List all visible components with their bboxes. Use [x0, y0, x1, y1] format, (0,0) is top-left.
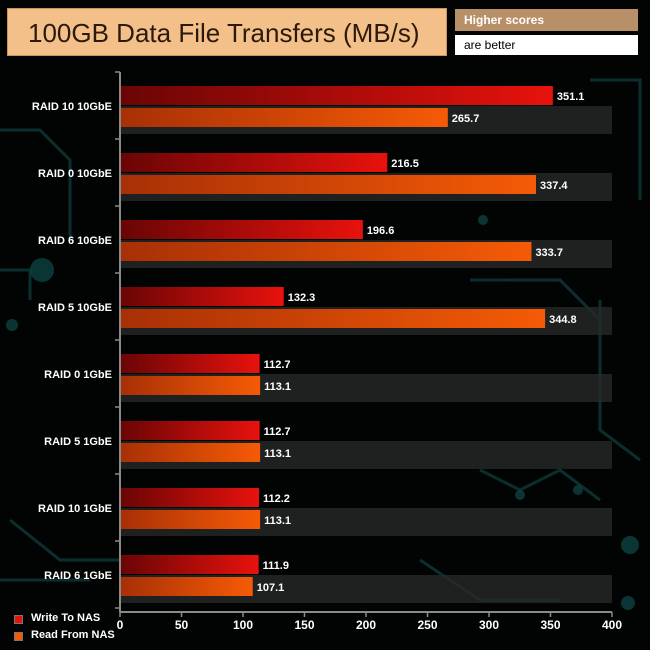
bar-read: [121, 309, 546, 328]
bar-read: [121, 443, 261, 462]
chart-title: 100GB Data File Transfers (MB/s): [28, 18, 420, 48]
category-label: RAID 10 10GbE: [32, 101, 112, 113]
data-label-write: 112.2: [263, 493, 290, 505]
legend-label-read: Read From NAS: [31, 629, 115, 641]
x-tick-label: 350: [540, 618, 560, 632]
data-label-read: 113.1: [264, 515, 291, 527]
data-label-write: 216.5: [391, 158, 419, 170]
bar-read: [121, 242, 532, 261]
data-label-write: 196.6: [367, 225, 395, 237]
data-label-read: 344.8: [549, 314, 577, 326]
data-label-read: 265.7: [452, 113, 480, 125]
category-label: RAID 5 1GbE: [44, 436, 112, 448]
bar-read: [121, 108, 448, 127]
bar-write: [121, 421, 260, 440]
note-are-better: are better: [455, 35, 638, 55]
x-tick-label: 50: [175, 618, 189, 632]
category-label: RAID 5 10GbE: [38, 302, 112, 314]
data-label-read: 113.1: [264, 448, 291, 460]
data-label-read: 337.4: [540, 180, 568, 192]
category-label: RAID 6 10GbE: [38, 235, 112, 247]
title-banner: 100GB Data File Transfers (MB/s): [7, 8, 447, 56]
legend-swatch-write: [14, 615, 23, 624]
data-label-write: 351.1: [557, 91, 585, 103]
axes: [115, 71, 613, 617]
category-label: RAID 6 1GbE: [44, 570, 112, 582]
legend-swatch-read: [14, 632, 23, 641]
category-label: RAID 0 1GbE: [44, 369, 112, 381]
data-label-write: 112.7: [264, 359, 291, 371]
x-tick-label: 0: [117, 618, 124, 632]
bar-write: [121, 287, 284, 306]
bar-write: [121, 488, 260, 507]
data-label-write: 111.9: [263, 560, 289, 572]
bar-write: [121, 153, 388, 172]
x-tick-label: 200: [356, 618, 376, 632]
bar-write: [121, 220, 363, 239]
bar-read: [121, 577, 253, 596]
data-label-read: 333.7: [535, 247, 563, 259]
x-tick-label: 300: [479, 618, 499, 632]
x-tick-label: 250: [417, 618, 437, 632]
legend-label-write: Write To NAS: [31, 612, 101, 624]
data-label-read: 113.1: [264, 381, 291, 393]
data-label-write: 132.3: [288, 292, 316, 304]
note-higher-scores: Higher scores: [455, 9, 638, 31]
bar-read: [121, 510, 261, 529]
bars: [121, 86, 553, 596]
category-label: RAID 10 1GbE: [38, 503, 112, 515]
x-tick-label: 400: [602, 618, 622, 632]
x-tick-label: 100: [233, 618, 253, 632]
data-label-read: 107.1: [257, 582, 285, 594]
x-tick-label: 150: [294, 618, 314, 632]
bar-write: [121, 555, 259, 574]
bar-write: [121, 354, 260, 373]
bar-read: [121, 175, 537, 194]
labels: 351.1 265.7 RAID 10 10GbE 216.5 337.4 RAID 0 …: [32, 91, 622, 632]
bar-read: [121, 376, 261, 395]
category-label: RAID 0 10GbE: [38, 168, 112, 180]
bar-write: [121, 86, 553, 105]
data-label-write: 112.7: [264, 426, 291, 438]
